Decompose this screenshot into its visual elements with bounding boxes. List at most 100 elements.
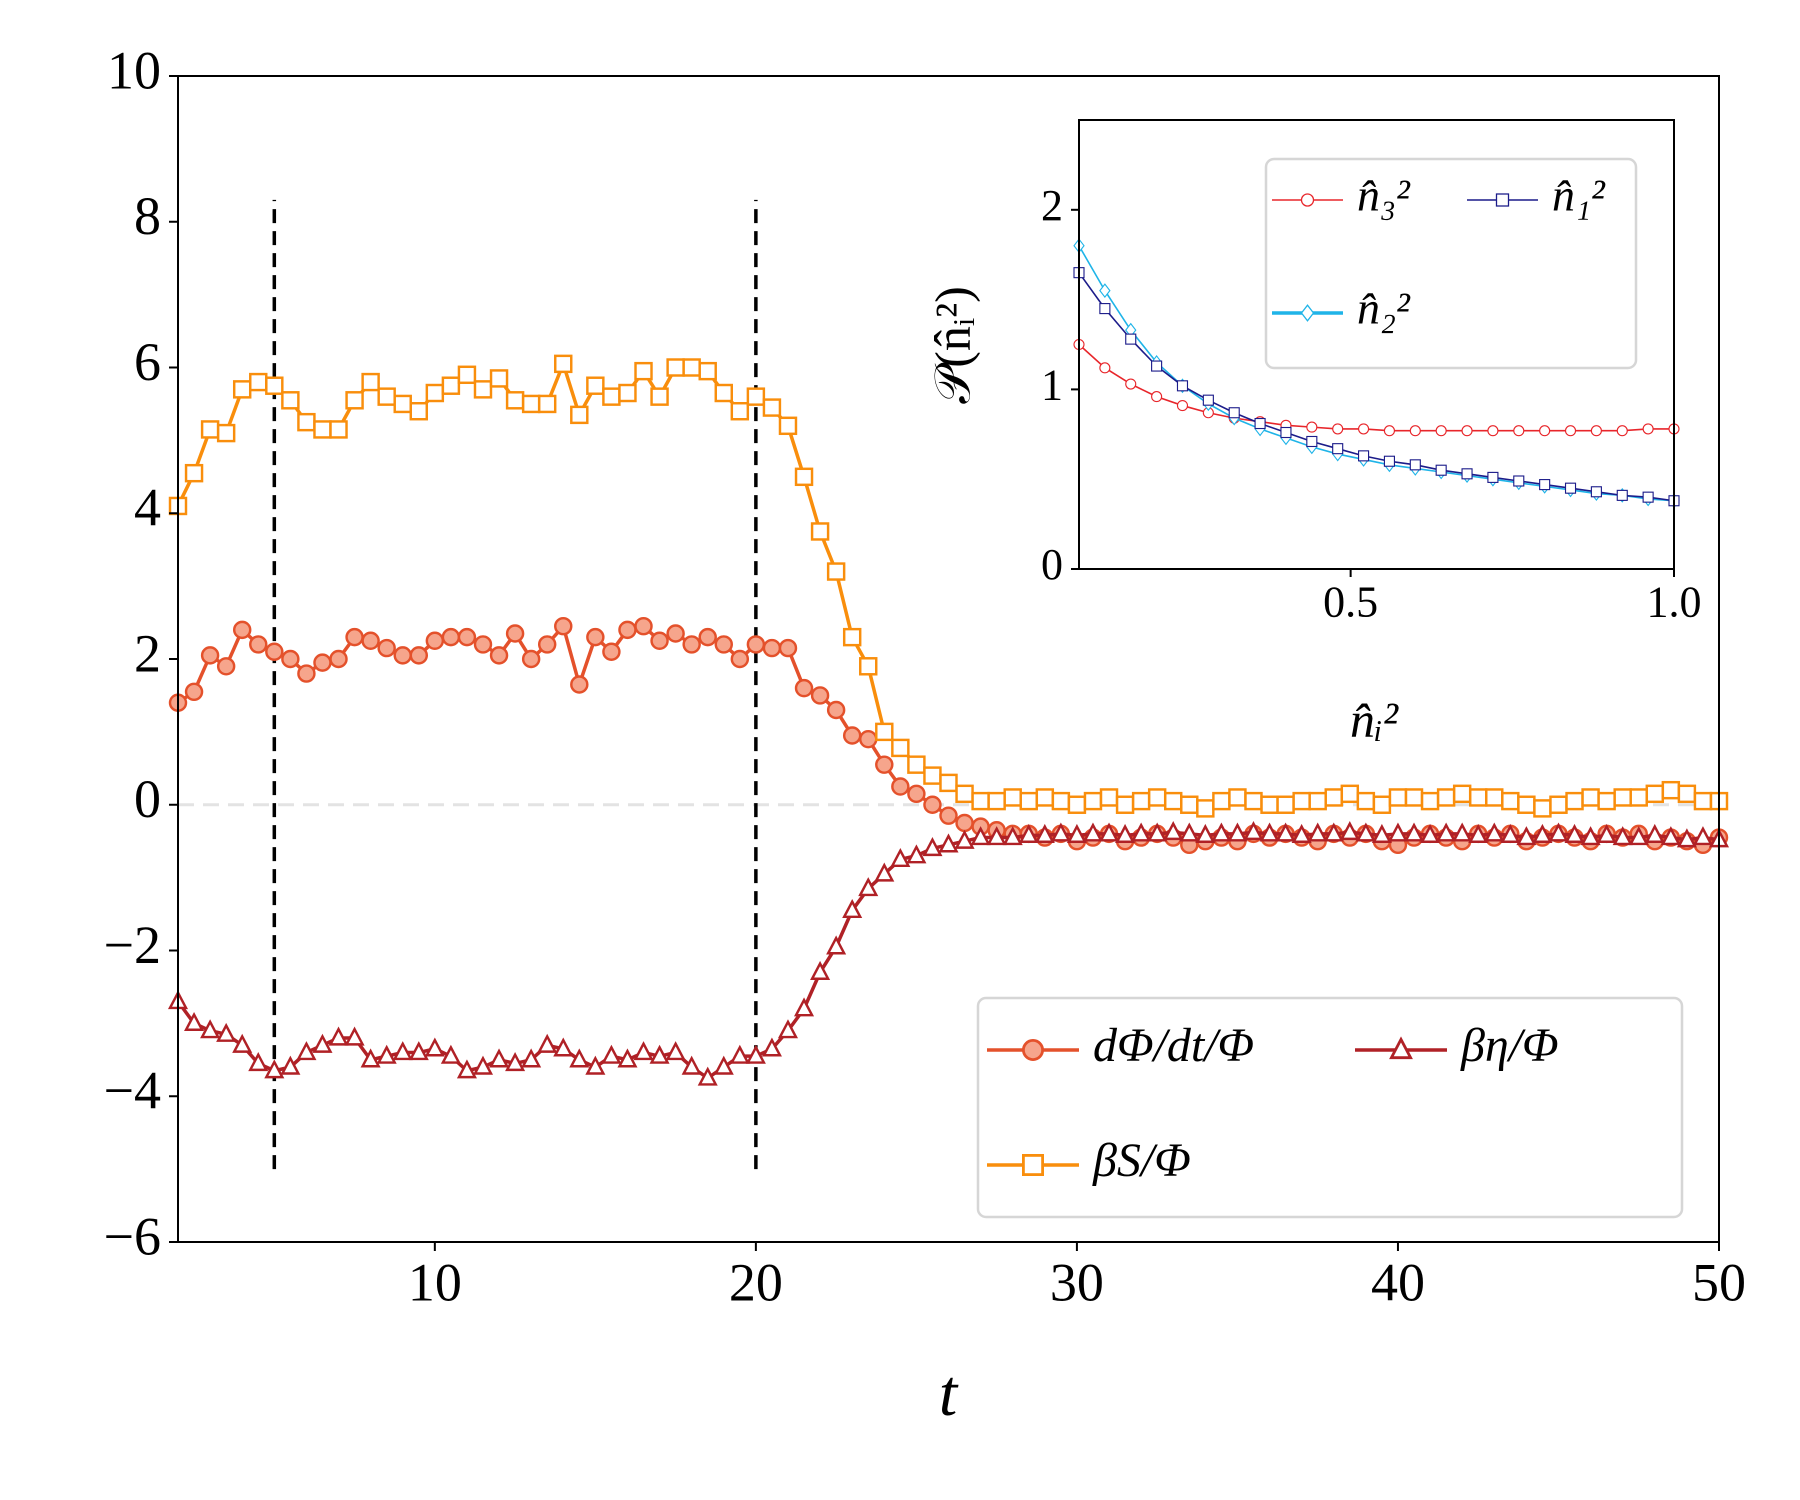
marker [698, 361, 717, 381]
legend-label: βS/Φ [1092, 1134, 1191, 1187]
marker [393, 646, 412, 665]
marker [1580, 826, 1601, 846]
marker [1176, 380, 1189, 392]
marker [634, 361, 653, 381]
marker [1461, 468, 1473, 480]
marker [1532, 823, 1553, 843]
marker [184, 682, 204, 702]
marker [794, 467, 814, 487]
marker [1034, 823, 1055, 843]
legend-box [1264, 157, 1638, 370]
marker [570, 675, 589, 694]
y-axis-label: 𝒫(n̂ᵢ²) [924, 286, 980, 404]
x-tick-label: 10 [408, 1252, 462, 1312]
marker [842, 898, 863, 919]
marker [521, 1048, 542, 1068]
marker [665, 1041, 686, 1061]
marker [1676, 828, 1697, 848]
marker [569, 1048, 590, 1068]
marker [971, 791, 990, 811]
marker [553, 1037, 574, 1057]
marker [907, 784, 926, 804]
marker [618, 383, 637, 403]
marker [313, 653, 332, 672]
marker [970, 826, 991, 846]
marker [232, 620, 252, 640]
marker [1660, 826, 1681, 846]
marker [409, 646, 429, 665]
legend-label: dΦ/dt/Φ [1093, 1019, 1254, 1072]
marker [634, 616, 653, 636]
x-axis-label: n̂ᵢ² [1350, 691, 1399, 747]
marker [762, 398, 782, 417]
marker [249, 372, 268, 392]
x-tick-label: 20 [729, 1252, 783, 1312]
marker [842, 627, 862, 647]
marker [891, 777, 910, 796]
marker [521, 394, 541, 414]
marker [987, 791, 1006, 811]
marker [570, 405, 589, 425]
marker [329, 649, 348, 669]
y-tick-label: −6 [104, 1206, 161, 1266]
marker [859, 729, 878, 749]
y-tick-label: −4 [104, 1061, 161, 1121]
marker [875, 755, 894, 774]
marker [714, 383, 733, 403]
marker [1613, 788, 1632, 807]
marker [1461, 425, 1473, 437]
marker [505, 1052, 526, 1072]
marker [1195, 823, 1216, 843]
marker [1035, 788, 1055, 807]
marker [1291, 823, 1312, 843]
x-tick-label: 30 [1050, 1252, 1104, 1312]
marker [409, 402, 429, 421]
marker [184, 463, 204, 483]
marker [1131, 791, 1151, 811]
marker [1082, 822, 1103, 842]
marker [1260, 795, 1279, 814]
marker [1018, 823, 1039, 843]
marker [200, 420, 220, 439]
marker [730, 649, 750, 669]
marker [248, 1052, 269, 1072]
marker [232, 380, 252, 399]
marker [1539, 425, 1551, 437]
marker [698, 627, 717, 647]
marker [762, 638, 782, 658]
legend-label: n̂₂² [1357, 283, 1411, 334]
marker [1300, 193, 1315, 207]
marker [1050, 822, 1071, 842]
marker [1383, 455, 1395, 467]
marker [216, 423, 236, 443]
marker [1645, 784, 1665, 804]
marker [344, 1026, 365, 1046]
marker [489, 646, 509, 665]
marker [1227, 822, 1248, 842]
marker [1022, 1039, 1045, 1062]
marker [794, 678, 814, 698]
marker [1125, 378, 1137, 390]
marker [265, 376, 284, 395]
marker [377, 638, 396, 658]
marker [1388, 788, 1408, 807]
marker [345, 391, 364, 410]
marker [297, 664, 316, 683]
marker [1280, 426, 1292, 439]
marker [554, 616, 573, 636]
marker [377, 387, 396, 406]
marker [1098, 822, 1120, 842]
y-tick-label: 1 [1041, 360, 1063, 409]
marker [440, 1044, 461, 1064]
marker [1371, 823, 1392, 843]
marker [1435, 425, 1447, 437]
marker [1163, 821, 1184, 841]
marker [730, 402, 750, 421]
marker [1548, 822, 1569, 842]
marker [200, 646, 220, 665]
marker [1404, 788, 1424, 807]
marker [858, 877, 879, 897]
marker [794, 997, 815, 1017]
marker [1358, 423, 1370, 435]
marker [1202, 394, 1214, 406]
